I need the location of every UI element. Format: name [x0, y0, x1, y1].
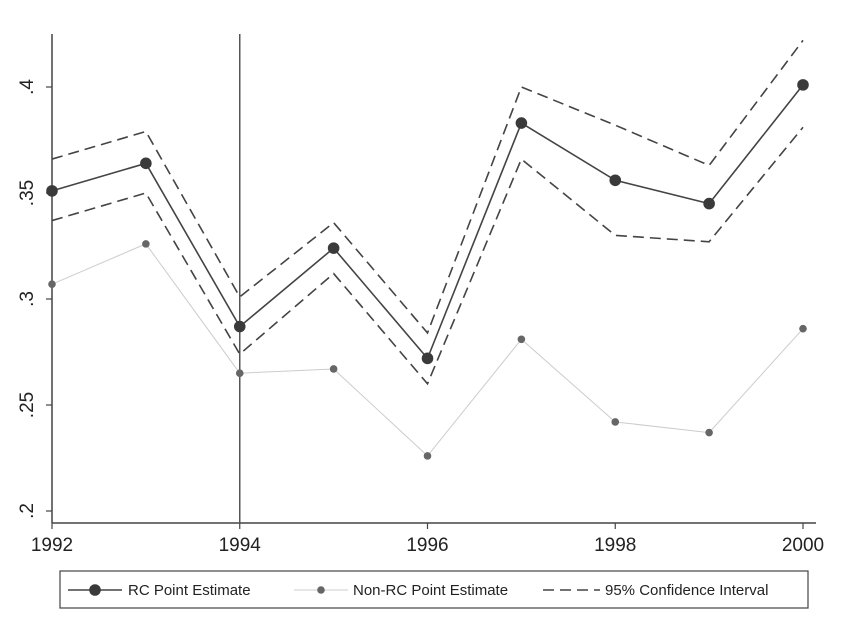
- non-rc-series-line: [51, 243, 804, 457]
- series-layer: [46, 39, 809, 460]
- legend-label-rc: RC Point Estimate: [128, 582, 251, 599]
- non-rc-point: [142, 240, 150, 248]
- legend-box: [59, 570, 809, 609]
- y-tick-label: .2: [17, 503, 38, 519]
- rc-point: [140, 157, 152, 170]
- rc-point: [515, 117, 528, 129]
- rc-point: [703, 197, 715, 210]
- ci-upper-line: [51, 39, 804, 335]
- x-tick-label: 2000: [782, 535, 824, 556]
- ci-lower-line: [51, 126, 804, 386]
- legend-marker-non-rc: [317, 586, 325, 594]
- non-rc-point: [48, 280, 56, 288]
- rc-point: [797, 79, 809, 91]
- non-rc-point: [517, 335, 526, 344]
- non-rc-point: [329, 365, 338, 373]
- non-rc-point: [705, 428, 713, 437]
- x-tick-label: 1992: [31, 535, 73, 556]
- y-tick-label: .3: [17, 291, 38, 307]
- legend-label-non-rc: Non-RC Point Estimate: [353, 582, 508, 599]
- y-tick-label: .4: [17, 79, 38, 95]
- rc-point: [421, 352, 434, 365]
- rc-point: [46, 185, 58, 197]
- y-tick-label: .25: [17, 392, 38, 418]
- axes: 1992 1994 1996 1998 2000 .2 .25 .3 .35 .4: [17, 34, 824, 556]
- x-tick-label: 1994: [219, 535, 262, 556]
- non-rc-point: [799, 324, 807, 333]
- rc-point: [233, 320, 246, 333]
- legend: RC Point Estimate Non-RC Point Estimate 95…: [59, 570, 809, 609]
- rc-point: [609, 174, 622, 187]
- rc-series-line: [51, 84, 804, 360]
- non-rc-point: [235, 369, 244, 378]
- legend-label-ci: 95% Confidence Interval: [605, 582, 768, 599]
- y-tick-label: .35: [17, 180, 38, 206]
- non-rc-point: [611, 418, 620, 426]
- non-rc-point: [423, 452, 432, 460]
- x-tick-label: 1996: [406, 535, 448, 556]
- legend-marker-rc: [89, 584, 101, 596]
- rc-point: [327, 242, 340, 254]
- x-tick-label: 1998: [594, 535, 636, 556]
